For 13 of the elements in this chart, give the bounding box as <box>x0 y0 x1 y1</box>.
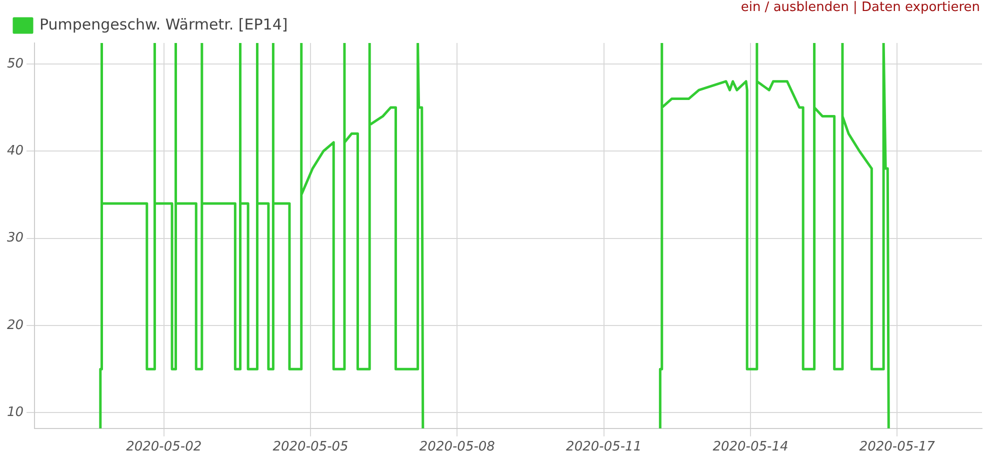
y-tick-label: 10 <box>6 405 24 420</box>
text: ein / ausblenden | Daten exportieren <box>740 0 980 15</box>
x-tick-label: 2020-05-11 <box>566 440 642 455</box>
y-tick-label: 20 <box>6 318 24 333</box>
x-tick-label: 2020-05-02 <box>126 440 202 455</box>
legend-label: Pumpengeschw. Wärmetr. [EP14] <box>40 15 288 34</box>
x-tick-label: 2020-05-17 <box>859 440 936 455</box>
y-tick-label: 40 <box>6 143 24 158</box>
x-tick-label: 2020-05-08 <box>419 440 495 455</box>
y-tick-label: 30 <box>6 230 24 246</box>
y-tick-label: 50 <box>6 56 24 72</box>
x-tick-label: 2020-05-14 <box>712 440 788 455</box>
x-tick-label: 2020-05-05 <box>272 440 348 455</box>
